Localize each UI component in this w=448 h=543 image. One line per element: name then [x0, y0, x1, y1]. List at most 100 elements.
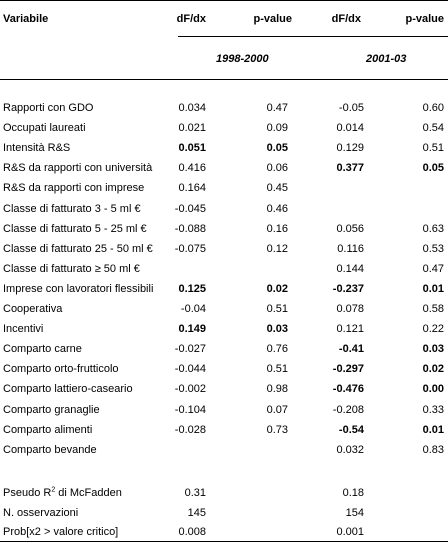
period-1998-2000: 1998-2000 — [216, 53, 269, 65]
pvalue-1998-2000: 0.98 — [266, 383, 288, 395]
footer-value-1998-2000: 145 — [187, 507, 206, 519]
footer-value-1998-2000: 0.31 — [184, 487, 206, 499]
dfdx-1998-2000: 0.149 — [178, 323, 206, 335]
row-label: Cooperativa — [3, 303, 63, 315]
dfdx-2001-03: 0.116 — [337, 243, 364, 255]
dfdx-1998-2000: 0.416 — [178, 162, 206, 174]
pvalue-2001-03: 0.03 — [422, 343, 444, 355]
dfdx-2001-03: -0.297 — [332, 363, 364, 375]
dfdx-2001-03: 0.129 — [336, 142, 364, 154]
footer-value-1998-2000: 0.008 — [178, 526, 206, 538]
header-dfdx-2: dF/dx — [331, 13, 361, 25]
pvalue-2001-03: 0.58 — [422, 303, 444, 315]
header-dfdx-1: dF/dx — [176, 13, 206, 25]
dfdx-2001-03: -0.476 — [332, 383, 364, 395]
row-label: Rapporti con GDO — [3, 102, 94, 114]
dfdx-1998-2000: -0.104 — [174, 404, 206, 416]
pvalue-2001-03: 0.63 — [422, 223, 444, 235]
header-pvalue-1: p-value — [253, 13, 292, 25]
pvalue-1998-2000: 0.02 — [266, 283, 288, 295]
row-label: Classe di fatturato 25 - 50 ml € — [3, 243, 153, 255]
pvalue-2001-03: 0.05 — [422, 162, 444, 174]
row-label: Classe di fatturato 3 - 5 ml € — [3, 203, 141, 215]
dfdx-1998-2000: 0.051 — [178, 142, 206, 154]
pvalue-1998-2000: 0.16 — [266, 223, 288, 235]
row-label: Classe di fatturato 5 - 25 ml € — [3, 223, 147, 235]
row-label: Comparto granaglie — [3, 404, 100, 416]
pvalue-2001-03: 0.53 — [422, 243, 444, 255]
header-variable: Variabile — [3, 13, 49, 25]
pvalue-2001-03: 0.47 — [422, 263, 444, 275]
footer-label-text: Prob[x2 > valore critico] — [3, 526, 119, 538]
pvalue-1998-2000: 0.05 — [266, 142, 288, 154]
header-pvalue-2: p-value — [405, 13, 444, 25]
row-label: Comparto lattiero-caseario — [3, 383, 133, 395]
dfdx-1998-2000: -0.075 — [174, 243, 206, 255]
dfdx-2001-03: 0.121 — [336, 323, 364, 335]
dfdx-1998-2000: -0.04 — [180, 303, 206, 315]
top-rule — [0, 0, 448, 1]
dfdx-1998-2000: -0.002 — [174, 383, 206, 395]
dfdx-1998-2000: -0.027 — [174, 343, 206, 355]
dfdx-1998-2000: 0.125 — [178, 283, 206, 295]
footer-label: Prob[x2 > valore critico] — [3, 525, 118, 539]
dfdx-2001-03: 0.014 — [336, 122, 364, 134]
bottom-rule — [0, 541, 448, 542]
row-label: Classe di fatturato ≥ 50 ml € — [3, 263, 140, 275]
footer-label-text: N. osservazioni — [3, 507, 79, 519]
pvalue-1998-2000: 0.06 — [266, 162, 288, 174]
pvalue-2001-03: 0.00 — [422, 383, 444, 395]
dfdx-1998-2000: -0.044 — [174, 363, 206, 375]
pvalue-2001-03: 0.02 — [422, 363, 444, 375]
period-rule — [0, 79, 448, 80]
footer-label-text: Pseudo R — [3, 487, 52, 499]
dfdx-1998-2000: 0.021 — [178, 122, 206, 134]
footer-label-superscript: 2 — [51, 486, 56, 494]
footer-value-2001-03: 154 — [345, 507, 364, 519]
pvalue-1998-2000: 0.47 — [266, 102, 288, 114]
footer-label-suffix: di McFadden — [55, 487, 122, 499]
dfdx-2001-03: -0.41 — [338, 343, 364, 355]
pvalue-2001-03: 0.54 — [422, 122, 444, 134]
row-label: Comparto bevande — [3, 444, 97, 456]
pvalue-2001-03: 0.22 — [422, 323, 444, 335]
footer-label: Pseudo R2 di McFadden — [3, 486, 122, 500]
pvalue-1998-2000: 0.45 — [266, 182, 288, 194]
row-label: R&S da rapporti con università — [3, 162, 153, 174]
pvalue-1998-2000: 0.76 — [266, 343, 288, 355]
period-2001-03: 2001-03 — [366, 53, 407, 65]
header-rule — [178, 36, 448, 37]
row-label: Comparto alimenti — [3, 424, 93, 436]
pvalue-1998-2000: 0.07 — [266, 404, 288, 416]
footer-value-2001-03: 0.001 — [336, 526, 364, 538]
pvalue-2001-03: 0.83 — [422, 444, 444, 456]
pvalue-2001-03: 0.33 — [422, 404, 444, 416]
row-label: Imprese con lavoratori flessibili — [3, 283, 154, 295]
dfdx-2001-03: 0.377 — [336, 162, 364, 174]
row-label: Intensità R&S — [3, 142, 71, 154]
dfdx-1998-2000: -0.045 — [174, 203, 206, 215]
pvalue-1998-2000: 0.73 — [266, 424, 288, 436]
footer-label: N. osservazioni — [3, 506, 78, 520]
dfdx-1998-2000: 0.164 — [178, 182, 206, 194]
pvalue-2001-03: 0.01 — [422, 424, 444, 436]
row-label: Occupati laureati — [3, 122, 86, 134]
dfdx-1998-2000: -0.088 — [174, 223, 206, 235]
pvalue-1998-2000: 0.09 — [266, 122, 288, 134]
row-label: Incentivi — [3, 323, 44, 335]
pvalue-1998-2000: 0.51 — [266, 303, 288, 315]
dfdx-2001-03: 0.144 — [336, 263, 364, 275]
pvalue-2001-03: 0.60 — [422, 102, 444, 114]
dfdx-2001-03: 0.056 — [336, 223, 364, 235]
row-label: Comparto carne — [3, 343, 82, 355]
dfdx-2001-03: 0.078 — [336, 303, 364, 315]
dfdx-2001-03: -0.208 — [332, 404, 364, 416]
pvalue-1998-2000: 0.51 — [266, 363, 288, 375]
pvalue-1998-2000: 0.12 — [266, 243, 288, 255]
pvalue-1998-2000: 0.46 — [266, 203, 288, 215]
dfdx-2001-03: -0.54 — [338, 424, 364, 436]
row-label: Comparto orto-frutticolo — [3, 363, 119, 375]
dfdx-1998-2000: 0.034 — [178, 102, 206, 114]
row-label: R&S da rapporti con imprese — [3, 182, 145, 194]
